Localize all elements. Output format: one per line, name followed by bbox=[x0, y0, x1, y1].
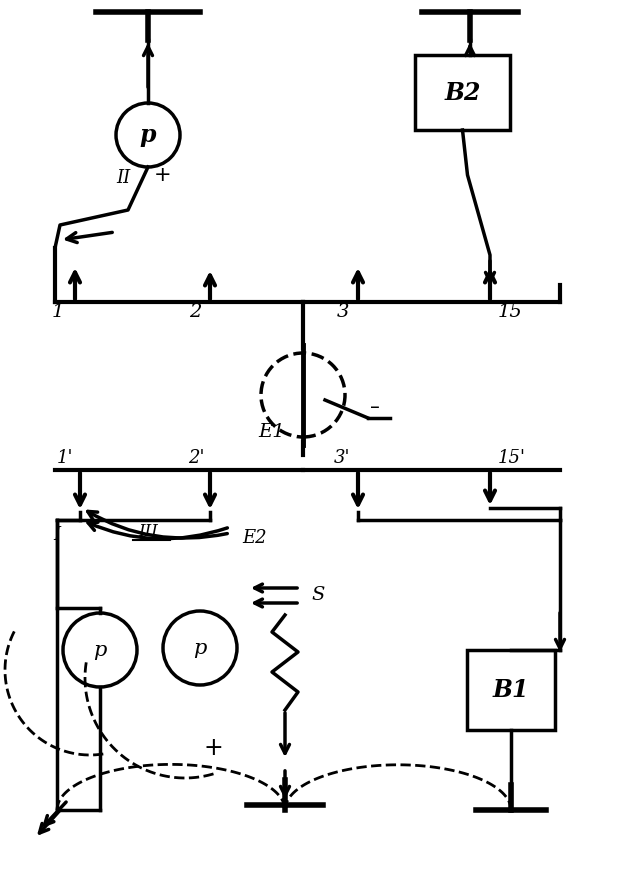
Text: 2: 2 bbox=[189, 303, 201, 321]
Text: –: – bbox=[370, 399, 380, 417]
Text: B1: B1 bbox=[492, 678, 529, 702]
Text: 15': 15' bbox=[498, 449, 526, 467]
Text: II: II bbox=[116, 169, 130, 187]
Text: E2: E2 bbox=[243, 529, 267, 547]
Text: S: S bbox=[311, 586, 325, 604]
Text: 1': 1' bbox=[57, 449, 73, 467]
Text: III: III bbox=[138, 524, 158, 541]
Text: p: p bbox=[93, 640, 107, 660]
Text: I: I bbox=[53, 526, 61, 544]
Text: p: p bbox=[140, 123, 156, 147]
Text: 3: 3 bbox=[337, 303, 349, 321]
Text: p: p bbox=[193, 638, 207, 657]
Text: +: + bbox=[203, 736, 223, 760]
Text: E1: E1 bbox=[259, 423, 285, 441]
Text: B2: B2 bbox=[444, 80, 481, 105]
Bar bbox=[467, 650, 555, 730]
Text: 1: 1 bbox=[52, 303, 64, 321]
Text: 3': 3' bbox=[333, 449, 350, 467]
Text: +: + bbox=[154, 165, 172, 185]
Bar bbox=[415, 55, 510, 130]
Text: 2': 2' bbox=[188, 449, 204, 467]
Text: 15: 15 bbox=[497, 303, 522, 321]
